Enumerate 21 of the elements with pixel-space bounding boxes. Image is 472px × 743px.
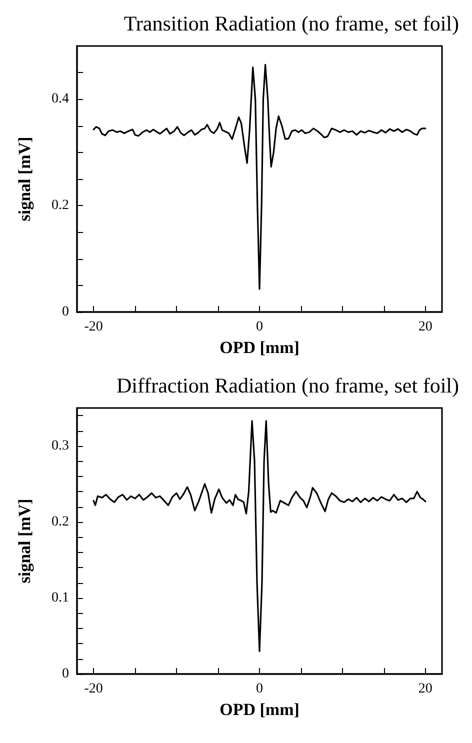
x-tick-label: 0 [256,320,263,334]
x-tick-label: 20 [418,682,432,696]
y-axis-title: signal [mV] [15,136,34,222]
line-series [92,420,426,652]
x-tick-label: 20 [418,320,432,334]
x-tick-label: -20 [84,320,103,334]
y-tick-label: 0.1 [52,590,69,606]
x-axis-title: OPD [mm] [220,700,300,719]
x-tick-label: 0 [256,682,263,696]
y-tick-label: 0.4 [52,92,69,107]
y-tick-label: 0 [62,666,69,682]
y-tick-label: 0 [62,304,69,320]
x-tick-label: -20 [84,682,103,696]
x-axis-title: OPD [mm] [220,338,300,357]
y-axis-title: signal [mV] [15,498,34,584]
chart-title: Diffraction Radiation (no frame, set foil) [116,374,459,398]
y-tick-label: 0.3 [52,438,69,454]
y-tick-label: 0.2 [52,514,69,530]
y-tick-label: 0.2 [52,198,69,214]
chart-title: Transition Radiation (no frame, set foil) [124,12,460,36]
line-series [92,64,426,290]
